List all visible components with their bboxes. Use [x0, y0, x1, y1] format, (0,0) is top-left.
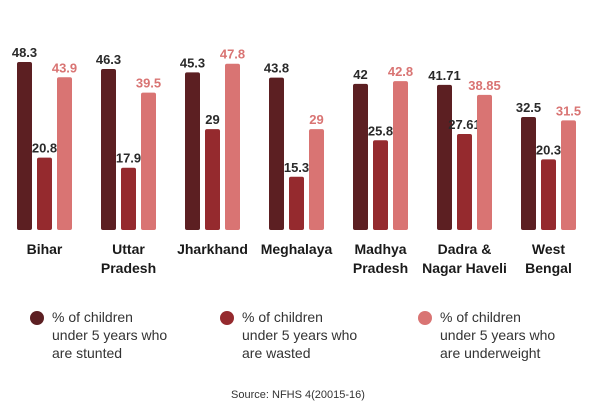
- bar-value-label: 45.3: [180, 55, 205, 70]
- bar-wasted: [457, 133, 472, 230]
- bar-value-label: 32.5: [516, 100, 541, 115]
- bar-value-label: 29: [309, 112, 323, 127]
- legend-swatch-underweight: [418, 311, 432, 325]
- category-label: Madhya: [354, 241, 406, 257]
- bar-value-label: 25.8: [368, 123, 393, 138]
- category-label: Meghalaya: [261, 241, 333, 257]
- bar-stunted: [269, 77, 284, 230]
- category-label: Pradesh: [353, 260, 408, 276]
- bar-underweight: [561, 120, 576, 230]
- legend-label-stunted: % of children under 5 years who are stun…: [52, 309, 168, 361]
- category-label: Bengal: [525, 260, 572, 276]
- category-label: West: [532, 241, 566, 257]
- category-label: Nagar Haveli: [422, 260, 507, 276]
- bar-chart-plot: 48.3 20.8 43.9 Bihar 46.3 17.9 39.5 Uttar Prades…: [12, 45, 581, 276]
- legend-label-wasted: % of children under 5 years who are wast…: [242, 309, 358, 361]
- bar-underweight: [141, 92, 156, 230]
- bar-value-label: 15.3: [284, 160, 309, 175]
- bar-value-label: 17.9: [116, 151, 141, 166]
- bar-value-label: 20.8: [32, 141, 57, 156]
- bar-wasted: [37, 157, 52, 230]
- bar-value-label: 46.3: [96, 52, 121, 67]
- bar-wasted: [289, 176, 304, 230]
- bar-wasted: [373, 140, 388, 230]
- category-label: Dadra &: [438, 241, 492, 257]
- legend-label-underweight: % of children under 5 years who are unde…: [440, 309, 556, 361]
- bar-stunted: [101, 68, 116, 231]
- category-label: Pradesh: [101, 260, 156, 276]
- legend-item-stunted: % of children under 5 years who are stun…: [30, 308, 202, 362]
- bar-wasted: [121, 167, 136, 230]
- bar-value-label: 27.61: [448, 117, 481, 132]
- bar-value-label: 48.3: [12, 45, 37, 60]
- legend-swatch-wasted: [220, 311, 234, 325]
- bar-value-label: 20.3: [536, 142, 561, 157]
- legend-item-wasted: % of children under 5 years who are wast…: [220, 308, 392, 362]
- bar-stunted: [521, 116, 536, 230]
- category-label: Uttar: [112, 241, 145, 257]
- bar-underweight: [225, 63, 240, 230]
- bar-stunted: [17, 62, 32, 230]
- bar-value-label: 38.85: [468, 78, 501, 93]
- bar-value-label: 47.8: [220, 47, 245, 62]
- legend-swatch-stunted: [30, 311, 44, 325]
- bar-value-label: 39.5: [136, 76, 161, 91]
- category-label: Bihar: [27, 241, 63, 257]
- bar-value-label: 42: [353, 67, 367, 82]
- bar-value-label: 29: [205, 112, 219, 127]
- bar-underweight: [477, 94, 492, 230]
- bar-value-label: 42.8: [388, 64, 413, 79]
- bar-value-label: 43.8: [264, 61, 289, 76]
- bar-value-label: 31.5: [556, 103, 581, 118]
- source-note: Source: NFHS 4(20015-16): [231, 389, 365, 401]
- bar-value-label: 41.71: [428, 68, 461, 83]
- legend-item-underweight: % of children under 5 years who are unde…: [418, 308, 590, 362]
- bar-value-label: 43.9: [52, 60, 77, 75]
- category-label: Jharkhand: [177, 241, 248, 257]
- bar-wasted: [205, 129, 220, 230]
- bar-stunted: [353, 83, 368, 230]
- bar-underweight: [57, 77, 72, 230]
- bar-stunted: [185, 72, 200, 230]
- bar-stunted: [437, 84, 452, 230]
- legend: % of children under 5 years who are stun…: [0, 308, 596, 368]
- bar-underweight: [309, 129, 324, 230]
- bar-wasted: [541, 159, 556, 230]
- bar-underweight: [393, 81, 408, 230]
